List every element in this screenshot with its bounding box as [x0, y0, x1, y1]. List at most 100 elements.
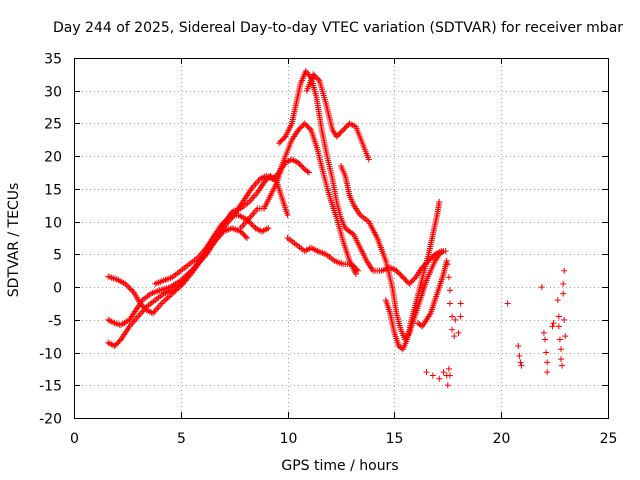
chart-title: Day 244 of 2025, Sidereal Day-to-day VTE… — [53, 20, 623, 36]
series-arc-b — [105, 120, 359, 329]
data-point — [302, 121, 309, 128]
x-tick-label: 0 — [70, 431, 79, 447]
data-point — [276, 140, 283, 147]
data-point — [314, 75, 321, 82]
data-point — [352, 271, 359, 277]
data-point — [455, 329, 462, 336]
data-point — [436, 199, 443, 205]
y-tick-label: 20 — [44, 150, 62, 166]
plot-frame — [74, 58, 609, 419]
data-point — [410, 276, 417, 283]
data-point — [271, 176, 278, 183]
data-point — [278, 137, 285, 144]
data-point — [125, 283, 132, 290]
data-point — [336, 130, 343, 137]
y-tick-label: -20 — [39, 412, 62, 428]
x-tick-label: 15 — [386, 431, 404, 447]
data-point — [561, 316, 568, 323]
data-point — [554, 297, 561, 304]
data-point — [446, 287, 453, 294]
series-arc-h — [284, 235, 362, 274]
data-point — [445, 365, 452, 372]
data-point — [446, 300, 453, 307]
data-point — [561, 267, 568, 274]
data-point — [114, 340, 121, 347]
data-point — [305, 169, 312, 176]
series-scatter-late — [423, 248, 569, 389]
data-point — [403, 278, 410, 285]
data-point — [111, 343, 118, 349]
y-tick-label: 10 — [44, 216, 62, 232]
data-point — [457, 300, 464, 307]
data-point — [401, 275, 408, 282]
data-point — [549, 323, 556, 330]
data-point — [338, 128, 345, 135]
data-point — [297, 124, 304, 131]
data-point — [315, 76, 322, 83]
data-point — [352, 265, 359, 272]
data-point — [429, 372, 436, 379]
y-tick-label: 30 — [44, 85, 62, 101]
y-tick-label: -15 — [39, 379, 62, 395]
data-point — [559, 362, 566, 369]
data-point — [351, 263, 358, 270]
x-axis-label: GPS time / hours — [281, 458, 398, 474]
data-point — [301, 120, 308, 127]
y-tick-label: -10 — [39, 347, 62, 363]
data-point — [444, 261, 451, 268]
data-point — [398, 272, 405, 279]
data-point — [296, 125, 303, 132]
data-point — [394, 269, 401, 276]
data-point — [558, 356, 565, 363]
y-axis-label: SDTVAR / TECUs — [6, 183, 22, 298]
data-point — [541, 336, 548, 343]
data-point — [353, 266, 360, 273]
data-point — [444, 382, 451, 389]
data-point — [261, 179, 268, 186]
data-point — [284, 212, 291, 219]
data-point — [397, 271, 404, 278]
data-point — [249, 222, 256, 229]
data-point — [408, 278, 415, 285]
data-point — [340, 127, 347, 133]
data-point — [560, 280, 567, 287]
data-point — [538, 284, 545, 291]
series-arc-e — [237, 156, 312, 232]
data-point — [311, 72, 318, 79]
data-point — [295, 127, 302, 133]
data-point — [333, 133, 340, 140]
data-point — [445, 274, 452, 281]
data-point — [449, 313, 456, 320]
data-point — [161, 297, 168, 304]
data-point — [402, 276, 409, 283]
data-point — [452, 316, 459, 323]
data-point — [304, 123, 311, 130]
data-point — [439, 249, 446, 256]
data-point — [281, 134, 288, 141]
data-point — [515, 343, 522, 349]
data-point — [297, 162, 304, 169]
data-point — [295, 159, 302, 166]
data-point — [440, 369, 447, 376]
data-point — [436, 375, 443, 382]
series-arc-g — [303, 71, 372, 163]
data-point — [160, 299, 167, 306]
data-point — [268, 174, 275, 181]
data-point — [241, 232, 248, 239]
data-point — [560, 290, 567, 297]
y-tick-label: 15 — [44, 183, 62, 199]
data-point — [457, 313, 464, 320]
data-point — [543, 349, 550, 356]
data-point — [556, 336, 563, 343]
data-point — [558, 346, 565, 353]
data-point — [122, 280, 129, 287]
data-point — [126, 285, 133, 292]
data-point — [305, 124, 312, 131]
data-point — [419, 264, 426, 271]
data-point — [550, 320, 557, 327]
data-point — [399, 274, 406, 281]
data-point — [267, 172, 274, 179]
data-point — [540, 329, 547, 336]
x-tick-label: 20 — [493, 431, 511, 447]
